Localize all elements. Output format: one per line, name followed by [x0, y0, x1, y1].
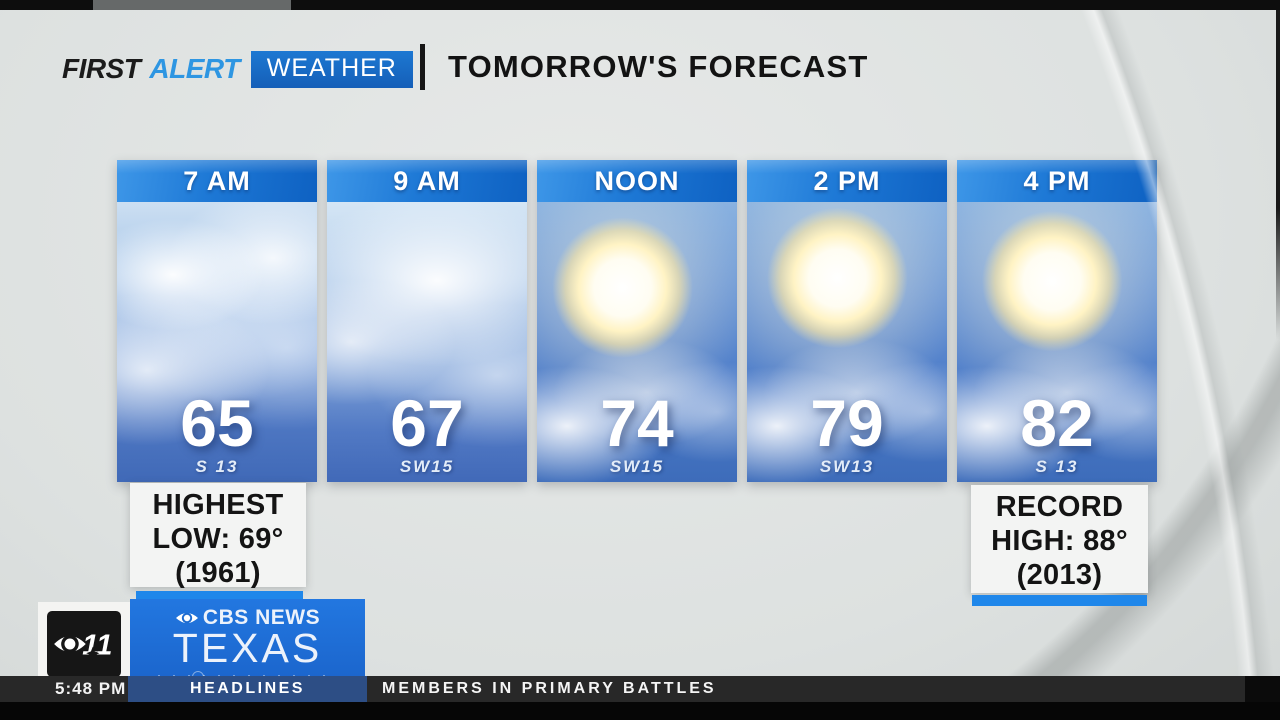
right-edge-shadow [1276, 10, 1280, 340]
temperature-value: 79 [810, 386, 884, 460]
temperature-value: 82 [1020, 386, 1094, 460]
forecast-column-9am: 9 AM 67 SW15 [327, 160, 527, 482]
time-label: 4 PM [957, 160, 1157, 202]
brand-alert-label: ALERT [149, 53, 240, 84]
clock-time: 5:48 PM [55, 679, 127, 698]
callout-line: LOW: 69° [152, 523, 284, 555]
wind-value: S 13 [1035, 457, 1079, 476]
cbs-eye-icon [175, 612, 198, 624]
cbs-eye-11-icon: 11 [54, 630, 112, 662]
wind-value: SW15 [399, 457, 455, 476]
ticker-bar: 5:48 PM HEADLINES MEMBERS IN PRIMARY BAT… [0, 676, 1245, 702]
sunny-sky-icon: 79 SW13 [747, 202, 947, 482]
top-bar-segment [93, 0, 291, 10]
channel-number: 11 [82, 630, 112, 662]
network-label: CBS NEWS [202, 606, 321, 629]
record-high-callout: RECORD HIGH: 88° (2013) [971, 485, 1148, 593]
bottom-letterbox-bar [0, 702, 1280, 720]
decorative-dots [158, 675, 337, 676]
highest-low-underline [136, 591, 303, 600]
highest-low-callout: HIGHEST LOW: 69° (1961) [130, 483, 306, 589]
time-label: 9 AM [327, 160, 527, 202]
temperature-value: 65 [180, 386, 254, 460]
ticker-headline-text: MEMBERS IN PRIMARY BATTLES [382, 680, 717, 697]
callout-line: RECORD [995, 491, 1124, 523]
ticker-section-badge: HEADLINES [128, 676, 367, 702]
brand-first-label: FIRST [62, 53, 141, 84]
record-high-underline [972, 595, 1147, 606]
weather-graphic-stage: FIRST ALERT WEATHER TOMORROW'S FORECAST … [0, 10, 1280, 676]
callout-line: HIGHEST [152, 489, 284, 521]
temperature-value: 74 [600, 386, 674, 460]
mostly-cloudy-sky-icon: 67 SW15 [327, 202, 527, 482]
callout-line: (1961) [175, 557, 261, 589]
page-title: TOMORROW'S FORECAST [448, 49, 869, 84]
first-alert-weather-logo: FIRST ALERT WEATHER [62, 50, 413, 88]
forecast-column-7am: 7 AM 65 S 13 [117, 160, 317, 482]
callout-line: (2013) [1016, 559, 1103, 591]
region-label: TEXAS [172, 625, 323, 671]
mostly-cloudy-sky-icon: 65 S 13 [117, 202, 317, 482]
time-label: 7 AM [117, 160, 317, 202]
callout-line: HIGH: 88° [991, 525, 1128, 557]
forecast-column-2pm: 2 PM 79 SW13 [747, 160, 947, 482]
cbs11-logo-tile: 11 [38, 602, 130, 676]
wind-value: SW15 [609, 457, 665, 476]
temperature-value: 67 [390, 386, 464, 460]
news-ticker: 5:48 PM HEADLINES MEMBERS IN PRIMARY BAT… [0, 676, 1280, 702]
cbs11-badge: 11 [47, 611, 121, 676]
top-letterbox-bar [0, 0, 1280, 10]
sunny-sky-icon: 82 S 13 [957, 202, 1157, 482]
cbs-news-texas-box: CBS NEWS TEXAS [130, 599, 365, 676]
wind-value: SW13 [819, 457, 875, 476]
cbs-news-row: CBS NEWS [175, 606, 320, 630]
wind-value: S 13 [195, 457, 239, 476]
sunny-sky-icon: 74 SW15 [537, 202, 737, 482]
forecast-column-noon: NOON 74 SW15 [537, 160, 737, 482]
title-separator-bar [420, 44, 425, 90]
forecast-column-4pm: 4 PM 82 S 13 [957, 160, 1157, 482]
brand-weather-chip: WEATHER [250, 50, 413, 88]
time-label: NOON [537, 160, 737, 202]
time-label: 2 PM [747, 160, 947, 202]
